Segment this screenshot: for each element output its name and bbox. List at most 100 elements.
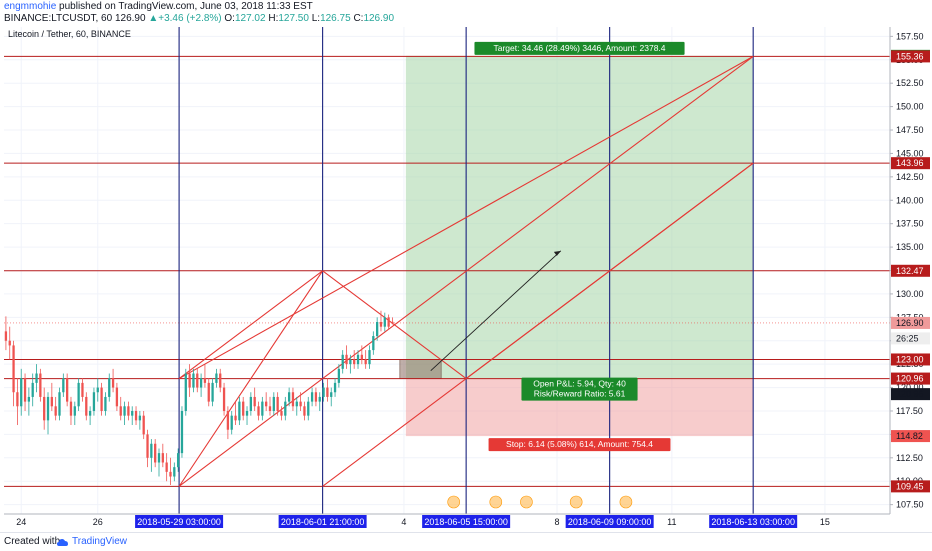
candle-body — [108, 378, 111, 397]
candle-body — [314, 392, 318, 402]
stop-label-text: Stop: 6.14 (5.08%) 614, Amount: 754.4 — [506, 439, 653, 449]
candle-body — [165, 462, 168, 472]
publish-line: engmmohie published on TradingView.com, … — [4, 1, 313, 12]
candle-body — [391, 321, 394, 323]
candle-body — [138, 415, 142, 421]
tradingview-link[interactable]: TradingView — [72, 536, 128, 547]
candle-body — [307, 401, 310, 416]
event-badge-icon — [619, 495, 633, 509]
last-price: 126.90 — [114, 13, 146, 24]
candle-body — [39, 373, 42, 397]
candle-body — [349, 359, 352, 365]
target-label-bg — [474, 41, 685, 55]
candle-body — [43, 396, 46, 421]
trend-arrow-head — [553, 250, 561, 256]
price-tick-label: 117.50 — [896, 406, 923, 416]
candle-body — [330, 392, 333, 397]
candle-body — [272, 396, 275, 411]
candle-body — [131, 410, 134, 416]
candle-body — [219, 373, 222, 388]
channel-line — [178, 378, 323, 487]
candle-body — [150, 443, 153, 458]
candle-body — [207, 382, 210, 402]
time-tag-label: 2018-06-05 15:00:00 — [424, 517, 508, 527]
price-tag-bg — [891, 353, 930, 366]
price-tick-label: 145.00 — [896, 148, 924, 158]
candle-body — [276, 396, 279, 411]
time-tag-label: 2018-06-01 21:00:00 — [281, 517, 365, 527]
time-tag-label: 2018-06-13 03:00:00 — [711, 517, 795, 527]
time-tag-bg — [422, 515, 511, 528]
channel-line — [465, 162, 754, 380]
price-tick-label: 140.00 — [896, 195, 924, 205]
price-tick-label: 142.50 — [896, 172, 924, 182]
time-tick-label: 15 — [820, 517, 830, 527]
price-tick-label: 130.00 — [896, 289, 924, 299]
candle-body — [280, 410, 283, 416]
price-tag-bg — [891, 157, 930, 170]
candle-body — [111, 378, 115, 388]
ohlc-line: BINANCE:LTCUSDT, 60 126.90 ▲+3.46 (+2.8%… — [4, 13, 394, 24]
candle-body — [245, 410, 249, 416]
candle-body — [310, 392, 314, 402]
author-link[interactable]: engmmohie — [4, 1, 57, 12]
created-with-text: Created with — [4, 536, 61, 547]
up-arrow-icon: ▲ — [148, 13, 159, 24]
candle-body — [46, 396, 50, 421]
candle-body — [146, 434, 149, 458]
candle-body — [85, 396, 88, 416]
candle-body — [303, 406, 306, 416]
candle-body — [104, 396, 107, 411]
price-tag-label: 143.96 — [896, 158, 924, 168]
candle-body — [326, 387, 329, 397]
candle-body — [66, 378, 69, 402]
event-badge-icon — [489, 495, 503, 509]
candle-body — [8, 340, 11, 346]
profit-zone — [405, 55, 754, 379]
time-tag-label: 2018-06-09 09:00:00 — [568, 517, 652, 527]
pnl-label-text: Open P&L: 5.94, Qty: 40 — [533, 379, 626, 389]
candle-body — [4, 331, 8, 341]
price-change: +3.46 (+2.8%) — [158, 13, 222, 24]
candle-body — [261, 401, 264, 416]
candle-body — [180, 410, 184, 454]
channel-line — [178, 270, 324, 487]
candle-body — [291, 392, 295, 407]
candle-body — [265, 401, 268, 407]
time-tick-label: 11 — [667, 517, 676, 527]
time-tick-label: 4 — [401, 517, 406, 527]
candle-body — [35, 373, 38, 383]
price-tag-label: 155.36 — [896, 51, 924, 61]
candle-body — [379, 322, 383, 327]
target-label-text: Target: 34.46 (28.49%) 3446, Amount: 237… — [494, 43, 666, 53]
candle-body — [318, 396, 321, 402]
candle-body — [341, 354, 344, 369]
candle-body — [203, 378, 207, 383]
price-tag-label: 109.45 — [896, 481, 924, 491]
time-tag-bg — [709, 515, 798, 528]
event-badge-icon — [520, 495, 533, 509]
axis-marker-label: 114.82 — [896, 431, 923, 441]
price-tag-bg — [891, 372, 930, 385]
publish-text: published on TradingView.com, June 03, 2… — [56, 1, 313, 12]
price-chart[interactable]: Target: 34.46 (28.49%) 3446, Amount: 237… — [0, 0, 932, 532]
time-tick-label: 24 — [16, 517, 26, 527]
candle-body — [238, 401, 241, 421]
candle-body — [176, 453, 180, 468]
entry-range-box — [399, 359, 442, 379]
candle-body — [333, 382, 337, 393]
time-tag-label: 2018-05-29 03:00:00 — [137, 517, 221, 527]
price-tag-bg — [891, 50, 930, 63]
price-tick-label: 152.50 — [896, 78, 924, 88]
candle-body — [196, 373, 199, 388]
candle-body — [215, 373, 218, 383]
pnl-label-bg — [521, 377, 638, 401]
candle-body — [115, 387, 119, 407]
price-tick-label: 150.00 — [896, 102, 924, 112]
axis-marker-label: 120.96 — [896, 389, 924, 399]
time-tag-bg — [565, 515, 654, 528]
price-tick-label: 137.50 — [896, 219, 924, 229]
event-badge-icon — [447, 495, 460, 509]
candle-body — [54, 406, 57, 416]
price-tick-label: 157.50 — [896, 31, 924, 41]
